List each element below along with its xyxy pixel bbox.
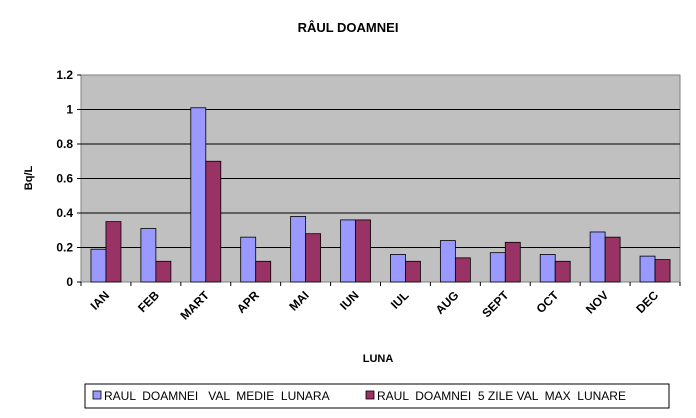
x-tick-label: IUL (388, 288, 412, 312)
chart-title: RÂUL DOAMNEI (298, 20, 399, 35)
x-tick-label: APR (234, 288, 262, 316)
bar-series-1 (290, 216, 307, 283)
bar-series-1 (589, 231, 606, 283)
x-tick-label: IUN (337, 288, 362, 313)
bar-series-2 (255, 260, 272, 283)
bar-series-2 (405, 260, 421, 283)
y-tick-label: 0.4 (56, 206, 73, 220)
bar-series-2 (355, 219, 371, 283)
bar-series-1 (90, 248, 107, 283)
bar-series-2 (654, 259, 671, 283)
bar-series-2 (155, 260, 172, 283)
bar-series-2 (604, 236, 621, 283)
bar-series-1 (439, 240, 456, 283)
bar-series-1 (639, 255, 656, 283)
bar-series-1 (539, 253, 556, 283)
y-tick-label: 0.2 (56, 241, 73, 255)
grid-lines (77, 74, 680, 283)
legend-box (84, 383, 670, 409)
y-tick-label: 0.8 (56, 137, 73, 151)
bar-series-2 (504, 241, 521, 283)
x-tick-label: MART (177, 288, 212, 323)
x-tick-label: SEPT (479, 288, 512, 321)
x-tick-label: OCT (534, 288, 562, 316)
legend-label-series-2: RAUL DOAMNEI 5 ZILE VAL MAX LUNARE (377, 389, 626, 403)
legend-swatch-series-1 (92, 390, 102, 400)
y-axis-label: Bq/L (23, 166, 35, 191)
x-tick-label: NOV (583, 288, 611, 316)
bar-series-1 (140, 228, 157, 283)
x-tick-label: AUG (433, 288, 462, 317)
x-axis-label: LUNA (363, 353, 394, 365)
bar-series-1 (190, 107, 207, 283)
bar-series-2 (554, 260, 571, 283)
legend-label-series-1: RAUL DOAMNEI VAL MEDIE LUNARA (104, 389, 330, 403)
bar-series-1 (390, 253, 406, 283)
bar-series-1 (240, 236, 257, 283)
bar-series-2 (305, 233, 322, 283)
bar-series-1 (340, 219, 356, 283)
y-tick-label: 0.6 (56, 172, 73, 186)
legend: RAUL DOAMNEI VAL MEDIE LUNARA RAUL DOAMN… (84, 383, 670, 409)
x-tick-labels: IAN FEB MART APR MAI IUN IUL AUG SEPT OCT NOV DEC (88, 288, 662, 323)
legend-swatch-series-2 (365, 390, 375, 400)
y-tick-label: 0 (66, 275, 73, 289)
bar-series-2 (454, 257, 471, 283)
bar-series-2 (105, 221, 122, 283)
y-tick-labels: 0 0.2 0.4 0.6 0.8 1 1.2 (56, 68, 73, 289)
x-tick-label: IAN (88, 288, 113, 313)
x-tick-label: DEC (633, 288, 661, 316)
bar-series-2 (205, 160, 222, 283)
bar-series-1 (489, 252, 506, 283)
bars (80, 107, 681, 286)
y-tick-label: 1 (66, 103, 73, 117)
y-tick-label: 1.2 (56, 68, 73, 82)
x-tick-label: MAI (286, 288, 311, 313)
x-tick-label: FEB (135, 288, 162, 315)
